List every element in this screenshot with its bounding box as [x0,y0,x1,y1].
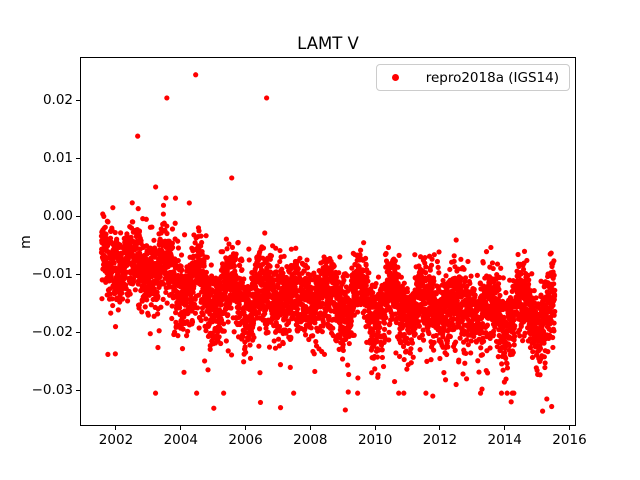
x-tick-label: 2002 [98,432,134,448]
y-tick-label: −0.01 [31,265,73,282]
x-tick-label: 2014 [487,432,522,448]
x-tick [245,426,247,430]
x-tick-label: 2010 [357,432,393,448]
chart-title: LAMT V [297,34,359,53]
plot-area: repro2018a (IGS14) [80,57,576,426]
x-tick-label: 2008 [293,432,328,448]
x-tick [568,426,570,430]
x-tick [180,426,182,430]
legend-label: repro2018a (IGS14) [425,69,559,86]
x-tick [115,426,117,430]
x-tick [309,426,311,430]
x-tick [439,426,441,430]
y-tick [76,331,80,333]
y-tick-label: −0.02 [31,323,73,340]
y-tick-label: 0.00 [42,208,73,225]
y-axis-label: m [18,235,34,249]
x-tick-label: 2006 [228,432,263,448]
y-tick [76,158,80,160]
x-tick-label: 2004 [163,432,198,448]
y-tick [76,389,80,391]
scatter-points-canvas [81,58,575,425]
y-tick-label: 0.01 [42,150,73,167]
x-tick-label: 2012 [422,432,458,448]
x-tick-label: 2016 [552,432,587,448]
y-tick [76,216,80,218]
y-tick-label: −0.03 [31,381,73,398]
x-tick [374,426,376,430]
legend-marker-dot-icon [391,74,399,81]
y-tick-label: 0.02 [42,92,73,109]
x-tick [504,426,506,430]
y-tick [76,100,80,102]
legend: repro2018a (IGS14) [375,64,570,91]
y-tick [76,273,80,275]
